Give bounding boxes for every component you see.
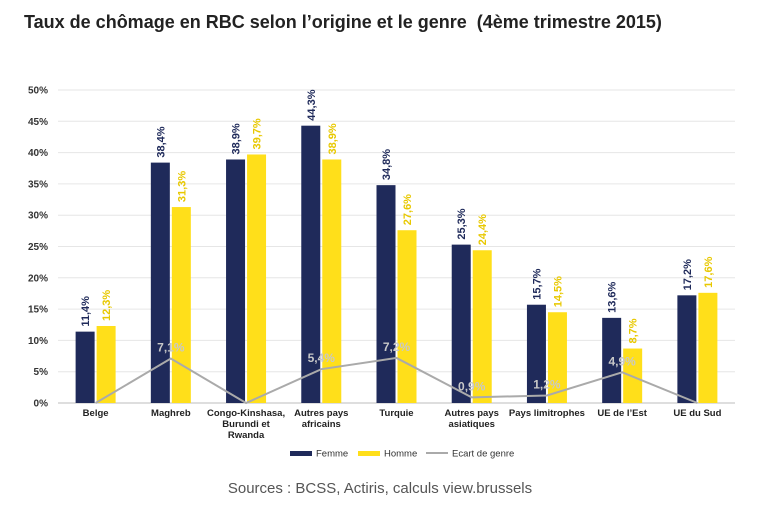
- legend-label: Homme: [384, 449, 417, 460]
- data-label: 38,9%: [327, 123, 339, 154]
- data-label: 39,7%: [252, 118, 264, 149]
- bar-homme: [96, 326, 116, 403]
- x-axis-labels: Belge Maghreb Congo-Kinshasa, Burundi et Rwa…: [83, 408, 722, 441]
- legend: Femme Homme Ecart de genre: [290, 449, 514, 460]
- y-tick-label: 40%: [28, 148, 48, 159]
- bar-homme: [472, 250, 492, 403]
- bar-homme: [322, 159, 342, 403]
- y-tick-label: 5%: [34, 367, 49, 378]
- data-label: 13,6%: [607, 281, 619, 312]
- data-label: 8,7%: [628, 318, 640, 343]
- x-tick-label: Belge: [83, 408, 109, 419]
- bar-femme: [75, 331, 95, 403]
- data-label: 38,4%: [155, 126, 167, 157]
- data-labels: 11,4% 38,4% 38,9% 44,3% 34,8% 25,3% 15,7% 13,6%…: [80, 89, 715, 393]
- bar-femme: [226, 159, 246, 403]
- data-label: 12,3%: [101, 290, 113, 321]
- bar-chart: 0% 5% 10% 15% 20% 25% 30% 35% 40% 45% 50% 11,4% 38,…: [28, 86, 735, 460]
- line-ecart-de-genre: [95, 356, 698, 405]
- data-label: 38,9%: [231, 123, 243, 154]
- x-tick-label: Autres pays africains: [294, 408, 348, 430]
- x-tick-label: UE du Sud: [673, 408, 721, 419]
- y-axis-ticks: 0% 5% 10% 15% 20% 25% 30% 35% 40% 45% 50%: [28, 86, 48, 410]
- x-tick-label: Congo-Kinshasa, Burundi et Rwanda: [207, 408, 285, 441]
- x-tick-label: UE de l’Est: [597, 408, 647, 419]
- bar-femme: [301, 125, 321, 403]
- gridlines: [58, 89, 735, 404]
- data-label: 27,6%: [402, 194, 414, 225]
- gap-label: 0,9%: [458, 379, 486, 393]
- legend-swatch: [358, 451, 380, 456]
- data-label: 31,3%: [176, 171, 188, 202]
- y-tick-label: 50%: [28, 86, 48, 97]
- x-tick-label: Pays limitrophes: [509, 408, 585, 419]
- data-label: 34,8%: [381, 149, 393, 180]
- source-note: Sources : BCSS, Actiris, calculs view.br…: [227, 480, 533, 497]
- gap-label: 7,2%: [383, 340, 411, 354]
- y-tick-label: 35%: [28, 179, 48, 190]
- data-label: 11,4%: [80, 296, 92, 327]
- bar-femme: [526, 304, 546, 403]
- bar-homme: [698, 292, 718, 403]
- y-tick-label: 0%: [34, 399, 49, 410]
- bar-femme: [376, 185, 396, 403]
- data-label: 44,3%: [306, 89, 318, 120]
- bar-homme: [247, 154, 267, 403]
- x-tick-label: Maghreb: [151, 408, 191, 419]
- bar-homme: [547, 312, 567, 403]
- legend-label: Ecart de genre: [452, 449, 514, 460]
- data-label: 25,3%: [456, 208, 468, 239]
- gap-label: 5,4%: [308, 351, 336, 365]
- gap-label: 7,1%: [157, 341, 185, 355]
- data-label: 14,5%: [552, 276, 564, 307]
- y-tick-label: 45%: [28, 117, 48, 128]
- y-tick-label: 15%: [28, 305, 48, 316]
- bar-femme: [451, 244, 471, 403]
- y-tick-label: 20%: [28, 273, 48, 284]
- data-label: 17,6%: [703, 256, 715, 287]
- y-tick-label: 25%: [28, 242, 48, 253]
- bar-homme: [397, 230, 417, 403]
- gap-line: [95, 356, 698, 405]
- bar-femme: [150, 162, 170, 403]
- chart-title: Taux de chômage en RBC selon l’origine e…: [24, 12, 662, 32]
- gap-label: 4,9%: [608, 354, 636, 368]
- data-label: 15,7%: [531, 268, 543, 299]
- y-tick-label: 30%: [28, 211, 48, 222]
- legend-label: Femme: [316, 449, 348, 460]
- x-tick-label: Autres pays asiatiques: [445, 408, 499, 430]
- bar-femme: [677, 295, 697, 403]
- bar-femme: [602, 317, 622, 403]
- data-label: 17,2%: [682, 259, 694, 290]
- bars: [75, 125, 718, 403]
- y-tick-label: 10%: [28, 336, 48, 347]
- gap-label: 1,2%: [533, 377, 561, 391]
- data-label: 24,4%: [477, 214, 489, 245]
- x-tick-label: Turquie: [379, 408, 413, 419]
- bar-homme: [171, 207, 191, 403]
- legend-swatch: [290, 451, 312, 456]
